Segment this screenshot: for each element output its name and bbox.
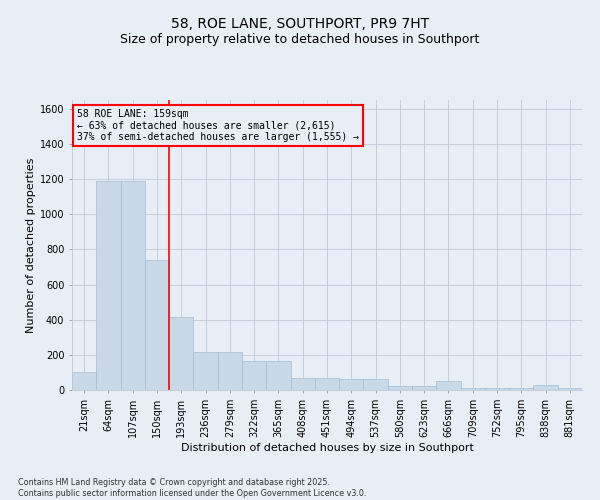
Bar	[461, 388, 485, 390]
Bar	[315, 378, 339, 390]
Bar	[388, 386, 412, 390]
Bar	[509, 388, 533, 390]
Bar	[193, 352, 218, 390]
Bar	[72, 372, 96, 390]
Bar	[339, 380, 364, 390]
Bar	[96, 181, 121, 390]
X-axis label: Distribution of detached houses by size in Southport: Distribution of detached houses by size …	[181, 442, 473, 452]
Text: Contains HM Land Registry data © Crown copyright and database right 2025.
Contai: Contains HM Land Registry data © Crown c…	[18, 478, 367, 498]
Bar	[290, 378, 315, 390]
Bar	[364, 380, 388, 390]
Text: Size of property relative to detached houses in Southport: Size of property relative to detached ho…	[121, 32, 479, 46]
Bar	[121, 181, 145, 390]
Text: 58, ROE LANE, SOUTHPORT, PR9 7HT: 58, ROE LANE, SOUTHPORT, PR9 7HT	[171, 18, 429, 32]
Bar	[169, 317, 193, 390]
Bar	[218, 352, 242, 390]
Y-axis label: Number of detached properties: Number of detached properties	[26, 158, 35, 332]
Bar	[558, 388, 582, 390]
Bar	[266, 361, 290, 390]
Bar	[242, 361, 266, 390]
Bar	[412, 386, 436, 390]
Text: 58 ROE LANE: 159sqm
← 63% of detached houses are smaller (2,615)
37% of semi-det: 58 ROE LANE: 159sqm ← 63% of detached ho…	[77, 108, 359, 142]
Bar	[436, 381, 461, 390]
Bar	[145, 260, 169, 390]
Bar	[533, 384, 558, 390]
Bar	[485, 388, 509, 390]
